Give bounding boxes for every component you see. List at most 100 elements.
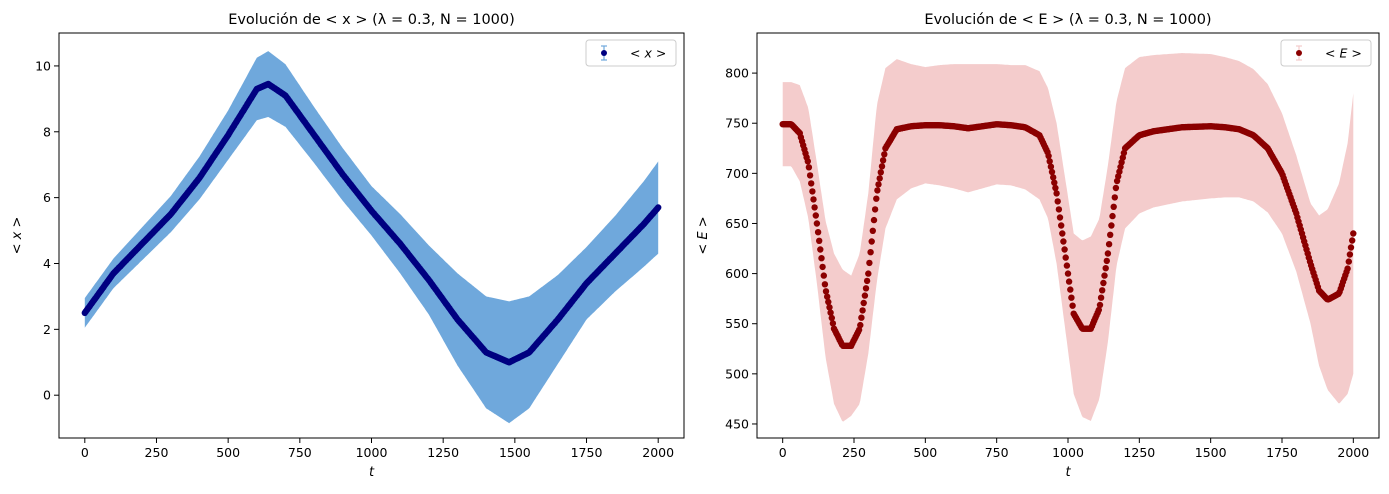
data-point [1065,278,1073,285]
y-tick-label: 450 [725,416,749,431]
data-point [1058,222,1065,229]
data-point [812,212,819,219]
y-axis-label: < x > [10,217,25,255]
x-tick-label: 0 [779,445,787,460]
data-point [1047,163,1055,170]
data-point [805,164,813,171]
panel-1: 0 250 500 750 1000 1250 1500 1750 2000 0 2 4 6 8 10 Evo… [10,12,685,480]
data-point [824,293,831,300]
data-point [818,255,825,262]
data-point [827,309,834,316]
data-point [1054,198,1061,205]
data-point [1344,265,1351,272]
x-tick-label: 750 [288,445,312,460]
data-point [1046,158,1053,165]
y-axis-label: < E > [696,216,711,254]
mean-markers [81,80,662,366]
data-point [862,285,870,292]
data-point [811,204,818,211]
data-point [1061,246,1068,253]
data-point [1055,206,1063,213]
y-tick-label: 0 [43,388,51,403]
x-tick-label: 250 [145,445,169,460]
data-point [1048,168,1056,176]
x-tick-label: 2000 [1337,445,1369,460]
data-point [878,163,886,170]
y-tick-label: 6 [43,190,51,205]
y-tick-label: 10 [35,58,51,73]
data-point [876,175,883,182]
legend-marker [1296,50,1302,56]
x-tick-label: 500 [216,445,240,460]
data-point [1349,237,1356,244]
data-point [877,169,884,176]
data-point [808,180,815,187]
data-point [1107,231,1114,238]
y-tick-label: 800 [725,66,749,81]
data-point [1112,184,1120,192]
y-tick-label: 700 [725,166,749,181]
data-point [1103,257,1111,265]
data-point [821,281,829,288]
y-tick-label: 2 [43,322,51,337]
data-point [1060,238,1067,245]
legend: < x > [585,39,677,67]
data-point [1050,174,1057,181]
data-point [1346,251,1354,258]
data-point [863,277,871,285]
legend-box [1280,39,1372,67]
x-tick-label: 1000 [1052,445,1084,460]
legend: < E > [1280,39,1372,67]
data-point [1059,230,1066,237]
data-point [819,263,826,271]
data-point [809,188,816,195]
data-point [1108,222,1115,229]
data-point [870,216,878,224]
data-point [1067,286,1074,293]
data-point [1096,301,1104,309]
data-point [820,272,827,279]
x-tick-label: 0 [81,445,89,460]
data-point [859,307,866,314]
data-point [861,292,869,299]
legend-marker [601,50,607,56]
data-point [1110,203,1117,210]
data-point [1068,294,1075,301]
x-axis-label: t [369,465,375,480]
data-point [655,204,662,211]
x-tick-label: 1750 [1266,445,1298,460]
error-band [782,53,1354,422]
y-tick-label: 4 [43,256,51,271]
data-point [1101,272,1108,279]
y-tick-label: 8 [43,124,51,139]
data-point [869,227,876,234]
data-point [868,238,875,245]
data-point [1099,287,1106,294]
x-tick-label: 500 [913,445,937,460]
data-point [1100,279,1107,287]
data-point [816,237,823,244]
x-tick-label: 1250 [1123,445,1155,460]
data-point [814,229,822,236]
x-tick-label: 1000 [356,445,388,460]
y-tick-label: 750 [725,116,749,131]
x-tick-label: 2000 [642,445,674,460]
x-tick-label: 750 [985,445,1009,460]
data-point [1350,230,1357,237]
data-point [1056,214,1064,221]
data-point [1109,212,1116,220]
data-point [829,320,837,327]
panel-2: 0 250 500 750 1000 1250 1500 1750 2000 450 500 550 6… [696,12,1380,480]
data-point [826,304,833,311]
data-point [857,321,864,329]
data-point [1045,152,1052,160]
y-tick-label: 550 [725,316,749,331]
y-tick-label: 650 [725,216,749,231]
data-point [810,196,817,203]
data-point [1062,254,1069,261]
legend-label: < x > [630,46,666,61]
data-point [874,187,881,194]
data-point [1345,258,1353,265]
error-band [84,51,659,424]
data-point [813,220,821,227]
